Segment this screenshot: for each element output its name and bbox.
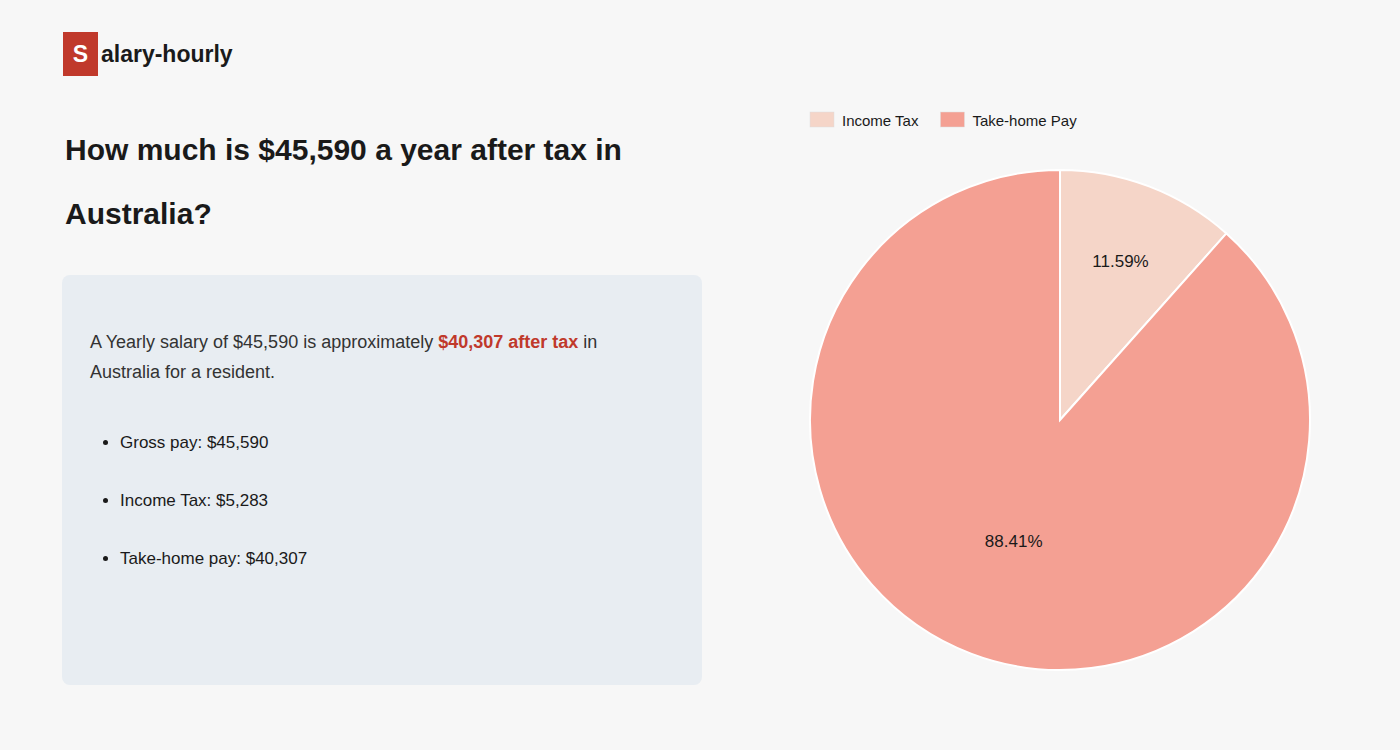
legend-swatch: [940, 112, 964, 127]
legend: Income Tax Take-home Pay: [810, 112, 1077, 129]
info-text: A Yearly salary of $45,590 is approximat…: [90, 332, 438, 352]
info-highlight: $40,307 after tax: [438, 332, 578, 352]
bullet-item: Take-home pay: $40,307: [120, 547, 674, 571]
legend-label: Take-home Pay: [972, 112, 1077, 129]
title-line: Australia?: [65, 182, 622, 246]
chart: 11.59% 88.41% Income Tax Take-home Pay: [0, 0, 1400, 750]
info-box: A Yearly salary of $45,590 is approximat…: [62, 275, 702, 685]
data-labels: 11.59% 88.41%: [985, 252, 1149, 551]
data-label: 88.41%: [985, 532, 1043, 551]
legend-label: Income Tax: [842, 112, 919, 129]
info-line: A Yearly salary of $45,590 is approximat…: [90, 327, 674, 357]
data-label: 11.59%: [1092, 252, 1148, 271]
legend-swatch: [810, 112, 834, 127]
pie: [810, 170, 1310, 670]
logo-text: alary-hourly: [101, 41, 233, 68]
bullet-item: Gross pay: $45,590: [120, 431, 674, 455]
title-line: How much is $45,590 a year after tax in: [65, 118, 622, 182]
pie-slice: [810, 170, 1310, 670]
logo-box: S: [63, 32, 98, 76]
title: How much is $45,590 a year after tax inA…: [65, 118, 622, 246]
info-line: Australia for a resident.: [90, 357, 674, 387]
bullet-list: Gross pay: $45,590 Income Tax: $5,283 Take…: [90, 431, 674, 571]
info-text: in: [578, 332, 597, 352]
logo: Salary-hourly: [63, 32, 233, 76]
bullet-item: Income Tax: $5,283: [120, 489, 674, 513]
